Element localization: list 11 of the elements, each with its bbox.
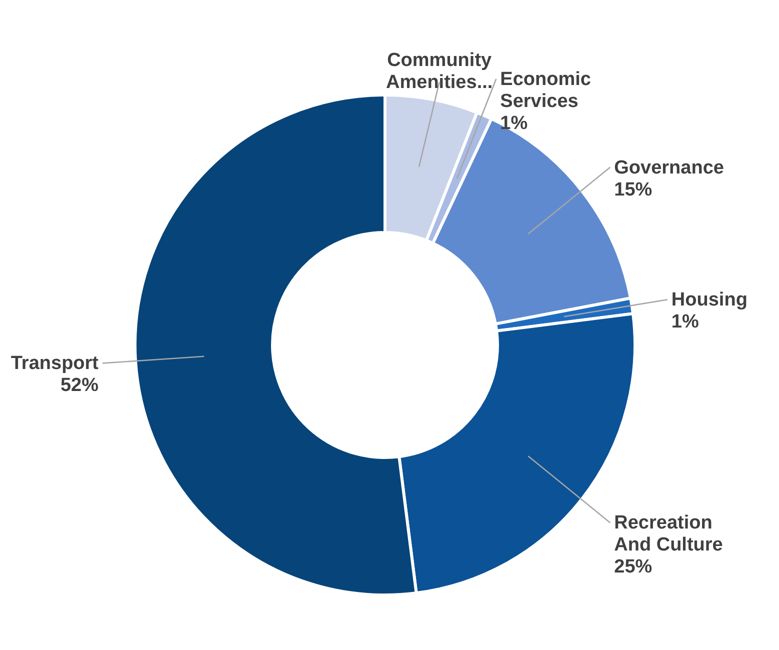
slice-label: Economic Services bbox=[500, 68, 592, 112]
slice-label: Recreation And Culture bbox=[614, 512, 723, 556]
data-label: 52% bbox=[60, 375, 99, 396]
data-label: 1% bbox=[500, 112, 528, 134]
slice-label: Community Amenities... bbox=[386, 50, 493, 94]
data-label: 1% bbox=[671, 312, 699, 333]
data-label: 25% bbox=[614, 556, 652, 578]
data-label: 15% bbox=[614, 179, 652, 200]
slice-label: Transport bbox=[10, 353, 100, 374]
slice-label: Housing bbox=[671, 290, 748, 311]
slice-label: Governance bbox=[614, 157, 724, 178]
